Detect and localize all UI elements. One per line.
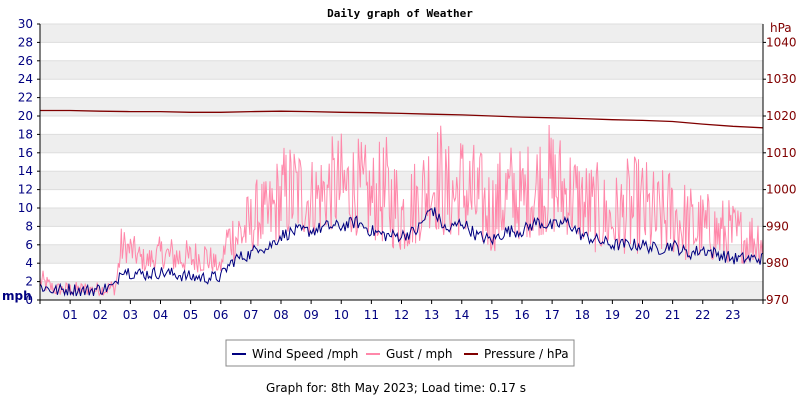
x-tick-label: 18 bbox=[575, 308, 590, 322]
right-axis-unit: hPa bbox=[770, 21, 792, 35]
wind-speed-line bbox=[39, 207, 764, 297]
x-tick-label: 07 bbox=[243, 308, 258, 322]
right-tick-label: 1000 bbox=[766, 183, 797, 197]
x-tick-label: 12 bbox=[394, 308, 409, 322]
left-tick-label: 28 bbox=[18, 35, 33, 49]
x-tick-label: 11 bbox=[364, 308, 379, 322]
right-tick-label: 1040 bbox=[766, 35, 797, 49]
left-tick-label: 18 bbox=[18, 127, 33, 141]
x-tick-label: 15 bbox=[484, 308, 499, 322]
legend-label-pressure: Pressure / hPa bbox=[484, 347, 569, 361]
x-axis-ticks: 01 02 03 04 05 06 07 08 09 10 11 12 13 14 15 16 17 18 19 20… bbox=[39, 300, 764, 322]
right-axis-ticks: 970 980 990 1000 1010 1020 1030 1040 bbox=[763, 35, 797, 307]
grid-band bbox=[40, 97, 763, 116]
x-tick-label: 16 bbox=[514, 308, 529, 322]
left-tick-label: 0 bbox=[25, 293, 33, 307]
x-tick-label: 02 bbox=[93, 308, 108, 322]
legend-label-gust: Gust / mph bbox=[386, 347, 452, 361]
x-tick-label: 17 bbox=[544, 308, 559, 322]
x-tick-label: 01 bbox=[62, 308, 77, 322]
right-tick-label: 990 bbox=[766, 219, 789, 233]
x-tick-label: 04 bbox=[153, 308, 168, 322]
grid-band bbox=[40, 24, 763, 43]
left-tick-label: 24 bbox=[18, 72, 33, 86]
grid-band bbox=[40, 134, 763, 153]
left-tick-label: 22 bbox=[18, 91, 33, 105]
gust-series bbox=[39, 124, 764, 297]
pressure-line bbox=[40, 109, 764, 129]
pressure-series bbox=[40, 109, 764, 129]
x-tick-label: 03 bbox=[123, 308, 138, 322]
x-tick-label: 23 bbox=[725, 308, 740, 322]
right-tick-label: 980 bbox=[766, 256, 789, 270]
grid-band bbox=[40, 60, 763, 80]
x-tick-label: 19 bbox=[605, 308, 620, 322]
left-tick-label: 8 bbox=[25, 219, 33, 233]
left-tick-label: 20 bbox=[18, 109, 33, 123]
left-tick-label: 2 bbox=[25, 275, 33, 289]
x-tick-label: 14 bbox=[454, 308, 469, 322]
right-tick-label: 1020 bbox=[766, 109, 797, 123]
grid-band bbox=[40, 244, 763, 264]
x-tick-label: 13 bbox=[424, 308, 439, 322]
left-tick-label: 30 bbox=[18, 17, 33, 31]
legend-box bbox=[225, 339, 575, 367]
grid-bands bbox=[40, 24, 763, 300]
legend: Wind Speed /mph Gust / mph Pressure / hP… bbox=[225, 339, 575, 367]
wind-series bbox=[39, 207, 764, 297]
right-tick-label: 970 bbox=[766, 293, 789, 307]
grid-band bbox=[40, 171, 763, 190]
right-tick-label: 1030 bbox=[766, 72, 797, 86]
left-tick-label: 16 bbox=[18, 146, 33, 160]
grid-band bbox=[40, 281, 763, 300]
left-axis-unit: mph bbox=[2, 289, 32, 303]
x-tick-label: 09 bbox=[303, 308, 318, 322]
x-tick-label: 05 bbox=[183, 308, 198, 322]
x-tick-label: 20 bbox=[635, 308, 650, 322]
gust-line bbox=[39, 124, 764, 297]
left-tick-label: 4 bbox=[25, 256, 33, 270]
left-tick-label: 12 bbox=[18, 183, 33, 197]
right-tick-label: 1010 bbox=[766, 146, 797, 160]
left-tick-label: 26 bbox=[18, 54, 33, 68]
legend-label-wind: Wind Speed /mph bbox=[252, 347, 358, 361]
x-tick-label: 21 bbox=[665, 308, 680, 322]
x-tick-label: 10 bbox=[334, 308, 349, 322]
x-tick-label: 08 bbox=[273, 308, 288, 322]
footer-text: Graph for: 8th May 2023; Load time: 0.17… bbox=[266, 381, 526, 395]
x-tick-label: 22 bbox=[695, 308, 710, 322]
left-tick-label: 10 bbox=[18, 201, 33, 215]
x-tick-label: 06 bbox=[213, 308, 228, 322]
chart-title: Daily graph of Weather bbox=[327, 7, 473, 20]
left-tick-label: 6 bbox=[25, 238, 33, 252]
left-tick-label: 14 bbox=[18, 164, 33, 178]
